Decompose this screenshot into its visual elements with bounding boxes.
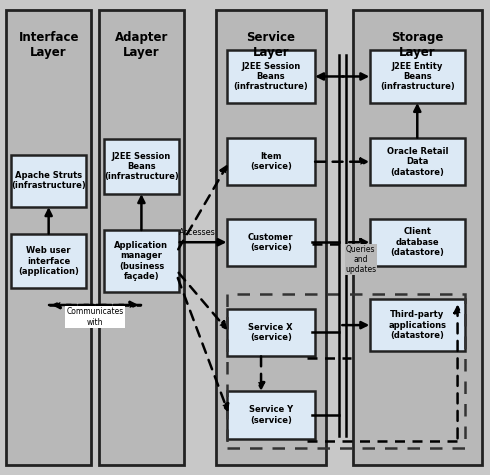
Text: Queries
and
updates: Queries and updates [345,245,376,275]
FancyBboxPatch shape [11,234,87,288]
Text: Application
manager
(business
façade): Application manager (business façade) [115,241,169,281]
FancyBboxPatch shape [98,10,184,465]
FancyBboxPatch shape [6,10,91,465]
Text: Accesses: Accesses [179,228,216,237]
Text: Service
Layer: Service Layer [246,31,295,59]
FancyBboxPatch shape [227,309,315,356]
Text: Adapter
Layer: Adapter Layer [115,31,168,59]
FancyBboxPatch shape [11,155,87,207]
Text: Interface
Layer: Interface Layer [19,31,79,59]
Text: Oracle Retail
Data
(datastore): Oracle Retail Data (datastore) [387,147,448,177]
Text: Service X
(service): Service X (service) [248,323,293,342]
Text: J2EE Session
Beans
(infrastructure): J2EE Session Beans (infrastructure) [104,152,179,181]
FancyBboxPatch shape [369,50,465,103]
Text: Communicates
with: Communicates with [67,307,123,327]
Text: Storage
Layer: Storage Layer [391,31,443,59]
Text: Third-party
applications
(datastore): Third-party applications (datastore) [388,310,446,340]
FancyBboxPatch shape [216,10,326,465]
FancyBboxPatch shape [369,138,465,185]
Text: Item
(service): Item (service) [250,152,292,171]
FancyBboxPatch shape [353,10,482,465]
Text: J2EE Entity
Beans
(infrastructure): J2EE Entity Beans (infrastructure) [380,62,455,91]
FancyBboxPatch shape [369,218,465,266]
FancyBboxPatch shape [227,391,315,439]
Text: Service Y
(service): Service Y (service) [249,405,293,425]
Text: Client
database
(datastore): Client database (datastore) [391,228,444,257]
FancyBboxPatch shape [227,50,315,103]
FancyBboxPatch shape [369,299,465,351]
FancyBboxPatch shape [227,138,315,185]
Text: Web user
interface
(application): Web user interface (application) [18,246,79,276]
FancyBboxPatch shape [103,139,179,194]
FancyBboxPatch shape [103,230,179,292]
Text: Apache Struts
(infrastructure): Apache Struts (infrastructure) [11,171,86,190]
FancyBboxPatch shape [227,218,315,266]
Text: Customer
(service): Customer (service) [248,233,294,252]
Text: J2EE Session
Beans
(infrastructure): J2EE Session Beans (infrastructure) [233,62,308,91]
